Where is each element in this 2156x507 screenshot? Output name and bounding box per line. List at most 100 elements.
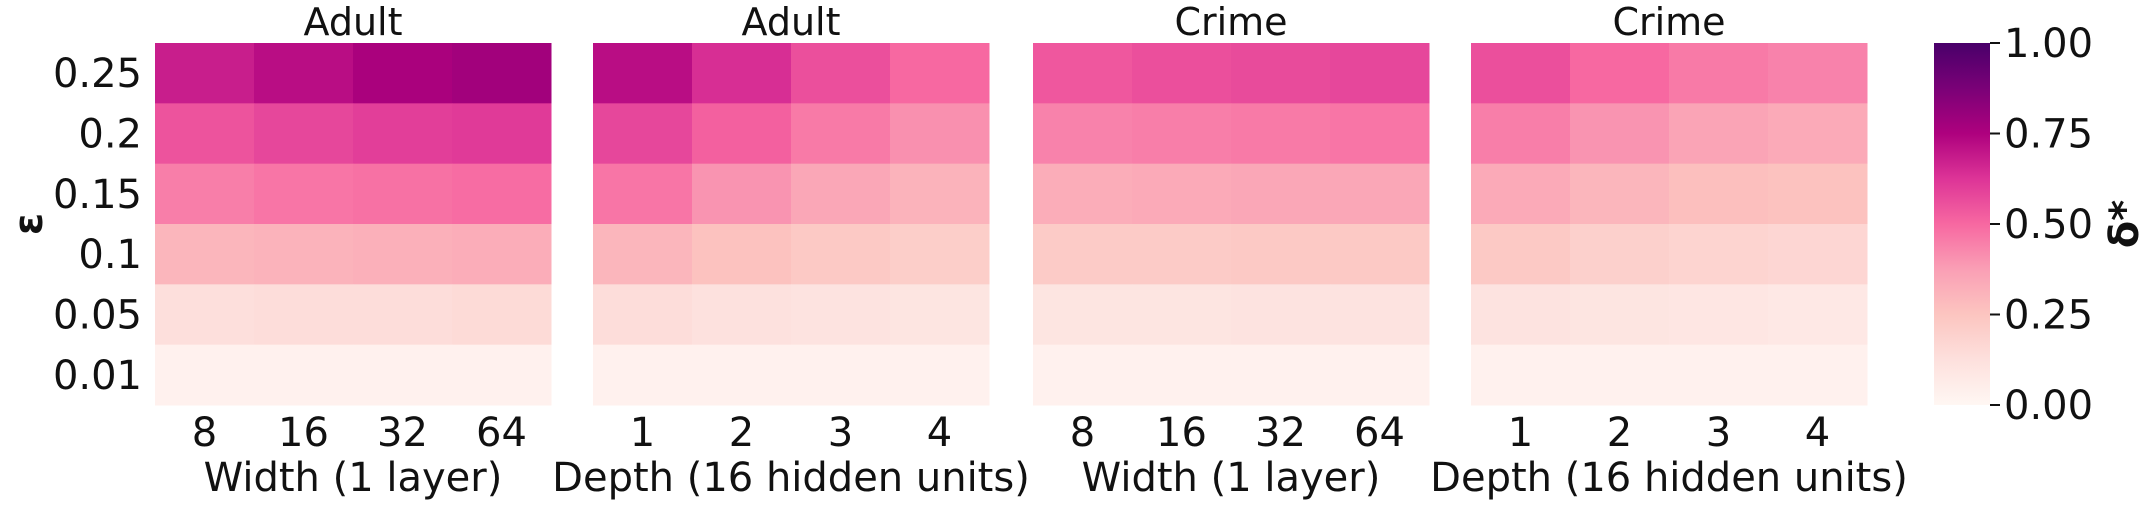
heatmap-cell xyxy=(1231,344,1331,406)
heatmap-cell xyxy=(1231,224,1331,285)
x-tick-label: 64 xyxy=(476,410,527,456)
heatmap-cell xyxy=(1768,103,1868,165)
heatmap-cell xyxy=(452,284,552,346)
y-tick-label: 0.25 xyxy=(53,51,142,97)
heatmap-cell xyxy=(452,344,552,406)
x-tick-label: 3 xyxy=(828,410,853,456)
heatmap-cell xyxy=(1768,163,1868,225)
heatmap-cell xyxy=(1471,284,1571,346)
heatmap-cell xyxy=(1669,43,1769,104)
heatmap-cell xyxy=(1471,344,1571,406)
heatmap-cell xyxy=(1231,163,1331,225)
colorbar-label: δ* xyxy=(2102,200,2148,248)
heatmap-cell xyxy=(1768,284,1868,346)
colorbar-tick-label: 0.50 xyxy=(2004,202,2093,248)
panel-title: Adult xyxy=(304,0,403,44)
x-tick-label: 64 xyxy=(1354,410,1405,456)
heatmap-cell xyxy=(692,103,792,165)
heatmap-cell xyxy=(692,344,792,406)
y-tick-label: 0.2 xyxy=(78,112,142,158)
heatmap-cell xyxy=(1132,163,1232,225)
heatmap-cell xyxy=(1231,103,1331,165)
colorbar-tick-label: 0.75 xyxy=(2004,112,2093,158)
heatmap-cell xyxy=(1570,284,1670,346)
y-tick-label: 0.01 xyxy=(53,353,142,399)
heatmap-cell xyxy=(1330,103,1430,165)
heatmap-cell xyxy=(155,163,255,225)
heatmap-cell xyxy=(353,103,453,165)
heatmap-cell xyxy=(1570,163,1670,225)
heatmap-cell xyxy=(593,163,693,225)
panel-title: Crime xyxy=(1612,0,1725,44)
heatmap-cell xyxy=(692,224,792,285)
heatmap-cell xyxy=(254,284,354,346)
heatmap-cell xyxy=(1132,224,1232,285)
heatmap-cell xyxy=(1033,344,1133,406)
heatmap-cell xyxy=(791,284,891,346)
heatmap-cell xyxy=(593,103,693,165)
heatmap-cell xyxy=(1570,43,1670,104)
heatmap-cell xyxy=(155,43,255,104)
x-tick-label: 32 xyxy=(377,410,428,456)
heatmap-cell xyxy=(254,103,354,165)
x-axis-label: Depth (16 hidden units) xyxy=(552,455,1030,501)
x-tick-label: 8 xyxy=(1070,410,1095,456)
heatmap-cell xyxy=(1570,103,1670,165)
heatmap-cell xyxy=(1669,163,1769,225)
heatmap-cell xyxy=(1471,103,1571,165)
heatmap-cell xyxy=(1033,224,1133,285)
heatmap-cell xyxy=(890,103,990,165)
heatmap-cell xyxy=(593,284,693,346)
heatmap-cell xyxy=(791,344,891,406)
heatmap-cell xyxy=(1132,103,1232,165)
heatmap-cell xyxy=(452,103,552,165)
heatmap-cell xyxy=(155,103,255,165)
heatmap-cell xyxy=(890,163,990,225)
heatmap-cell xyxy=(254,224,354,285)
heatmap-cell xyxy=(1330,344,1430,406)
x-tick-label: 1 xyxy=(630,410,655,456)
colorbar-tick-label: 1.00 xyxy=(2004,21,2093,67)
heatmap-cell xyxy=(593,224,693,285)
heatmap-cell xyxy=(890,344,990,406)
heatmap-cell xyxy=(791,43,891,104)
heatmap-cell xyxy=(1669,344,1769,406)
heatmap-cell xyxy=(452,43,552,104)
heatmap-cell xyxy=(155,284,255,346)
heatmap-cell xyxy=(1231,43,1331,104)
heatmap-cell xyxy=(1132,284,1232,346)
heatmap-cell xyxy=(1768,43,1868,104)
heatmap-cell xyxy=(1132,43,1232,104)
heatmap-cell xyxy=(1669,224,1769,285)
heatmap-cell xyxy=(1471,163,1571,225)
heatmap-cell xyxy=(1471,43,1571,104)
y-axis-label: ε xyxy=(6,213,52,235)
heatmap-cell xyxy=(791,163,891,225)
heatmap-cell xyxy=(452,224,552,285)
x-axis-label: Depth (16 hidden units) xyxy=(1430,455,1908,501)
heatmap-cell xyxy=(1330,163,1430,225)
heatmap-cell xyxy=(353,163,453,225)
y-tick-label: 0.1 xyxy=(78,232,142,278)
x-tick-label: 8 xyxy=(192,410,217,456)
x-tick-label: 32 xyxy=(1255,410,1306,456)
y-tick-label: 0.15 xyxy=(53,172,142,218)
colorbar-tick-label: 0.00 xyxy=(2004,383,2093,429)
heatmap-cell xyxy=(791,103,891,165)
panel-title: Crime xyxy=(1174,0,1287,44)
colorbar xyxy=(1934,43,1990,405)
heatmap-cell xyxy=(452,163,552,225)
heatmap-cell xyxy=(1471,224,1571,285)
heatmap-cell xyxy=(692,284,792,346)
x-tick-label: 4 xyxy=(927,410,952,456)
x-axis-label: Width (1 layer) xyxy=(204,455,503,501)
heatmap-cell xyxy=(1330,284,1430,346)
heatmap-cell xyxy=(1033,163,1133,225)
heatmap-cell xyxy=(254,43,354,104)
heatmap-cell xyxy=(1330,43,1430,104)
heatmap-cell xyxy=(1033,284,1133,346)
heatmap-cell xyxy=(353,43,453,104)
heatmap-cell xyxy=(593,344,693,406)
